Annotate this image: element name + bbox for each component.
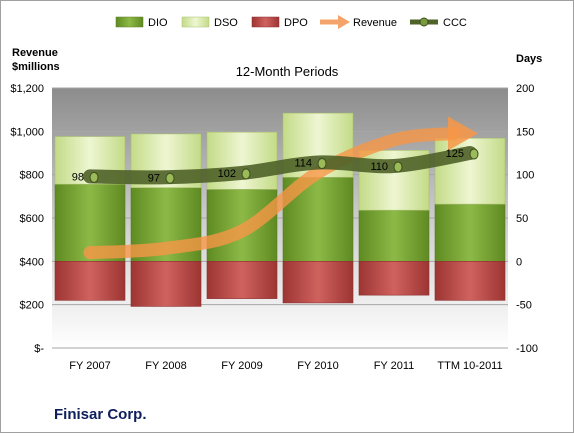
right-axis-label: Days: [516, 53, 542, 65]
revenue-series: [83, 116, 478, 260]
legend-item-dio: DIO: [115, 16, 168, 29]
bar-dpo: [434, 261, 506, 301]
ccc-point: [165, 172, 175, 184]
legend-item-ccc: CCC: [410, 17, 467, 29]
right-tick-label: -50: [516, 300, 532, 312]
x-tick-label: FY 2010: [297, 360, 338, 372]
x-tick-label: FY 2007: [69, 360, 110, 372]
left-tick-label: $200: [20, 300, 44, 312]
left-axis-label-line2: $millions: [12, 61, 60, 73]
ccc-data-label: 125: [446, 148, 464, 160]
legend-item-dso: DSO: [181, 16, 238, 29]
legend: DIO DSO DPO Revenue CCC: [115, 15, 467, 29]
chart-title: 12-Month Periods: [236, 64, 339, 79]
x-tick-label: FY 2011: [374, 360, 415, 372]
bar-dio: [358, 209, 430, 262]
ccc-series: 98 97 102 114 110 125: [72, 146, 479, 185]
left-tick-label: $-: [34, 343, 44, 355]
bar-dpo: [206, 261, 278, 299]
left-axis-ticks: $- $200 $400 $600 $800 $1,000 $1,200: [10, 83, 44, 355]
ccc-data-label: 110: [370, 161, 388, 173]
bar-dio: [434, 203, 506, 262]
x-tick-label: FY 2008: [145, 360, 186, 372]
left-axis-label-line1: Revenue: [12, 47, 58, 59]
legend-label-ccc: CCC: [443, 17, 467, 29]
right-tick-label: 50: [516, 213, 528, 225]
legend-item-dpo: DPO: [251, 16, 308, 29]
legend-label-dpo: DPO: [284, 17, 308, 29]
x-tick-label: TTM 10-2011: [437, 360, 502, 372]
right-tick-label: 150: [516, 126, 534, 138]
revenue-line: [83, 127, 461, 260]
left-tick-label: $600: [20, 213, 44, 225]
bar-dpo: [282, 261, 354, 304]
right-axis-ticks: -100 -50 0 50 100 150 200: [516, 83, 538, 355]
company-name: Finisar Corp.: [54, 406, 147, 423]
x-axis-ticks: FY 2007 FY 2008 FY 2009 FY 2010 FY 2011 TTM 1…: [69, 360, 502, 372]
bar-dpo: [130, 261, 202, 307]
ccc-data-label: 114: [294, 158, 312, 170]
right-tick-label: 0: [516, 256, 522, 268]
right-tick-label: 100: [516, 170, 534, 182]
left-tick-label: $1,000: [10, 126, 44, 138]
ccc-point: [89, 171, 99, 183]
legend-label-dio: DIO: [148, 17, 168, 29]
ccc-data-label: 97: [148, 172, 160, 184]
legend-label-dso: DSO: [214, 17, 238, 29]
revenue-arrowhead: [448, 116, 478, 151]
ccc-point: [393, 161, 403, 173]
bar-dpo: [358, 261, 430, 296]
left-tick-label: $1,200: [10, 83, 44, 95]
ccc-point: [469, 148, 479, 160]
legend-label-revenue: Revenue: [353, 17, 397, 29]
bar-dpo: [54, 261, 126, 301]
right-tick-label: 200: [516, 83, 534, 95]
right-tick-label: -100: [516, 343, 538, 355]
x-tick-label: FY 2009: [221, 360, 262, 372]
bars: [54, 112, 506, 307]
left-tick-label: $400: [20, 256, 44, 268]
legend-item-revenue: Revenue: [320, 15, 397, 29]
ccc-point: [317, 158, 327, 170]
ccc-point: [241, 168, 251, 180]
ccc-data-label: 102: [218, 168, 236, 180]
ccc-data-label: 98: [72, 171, 84, 183]
left-tick-label: $800: [20, 170, 44, 182]
